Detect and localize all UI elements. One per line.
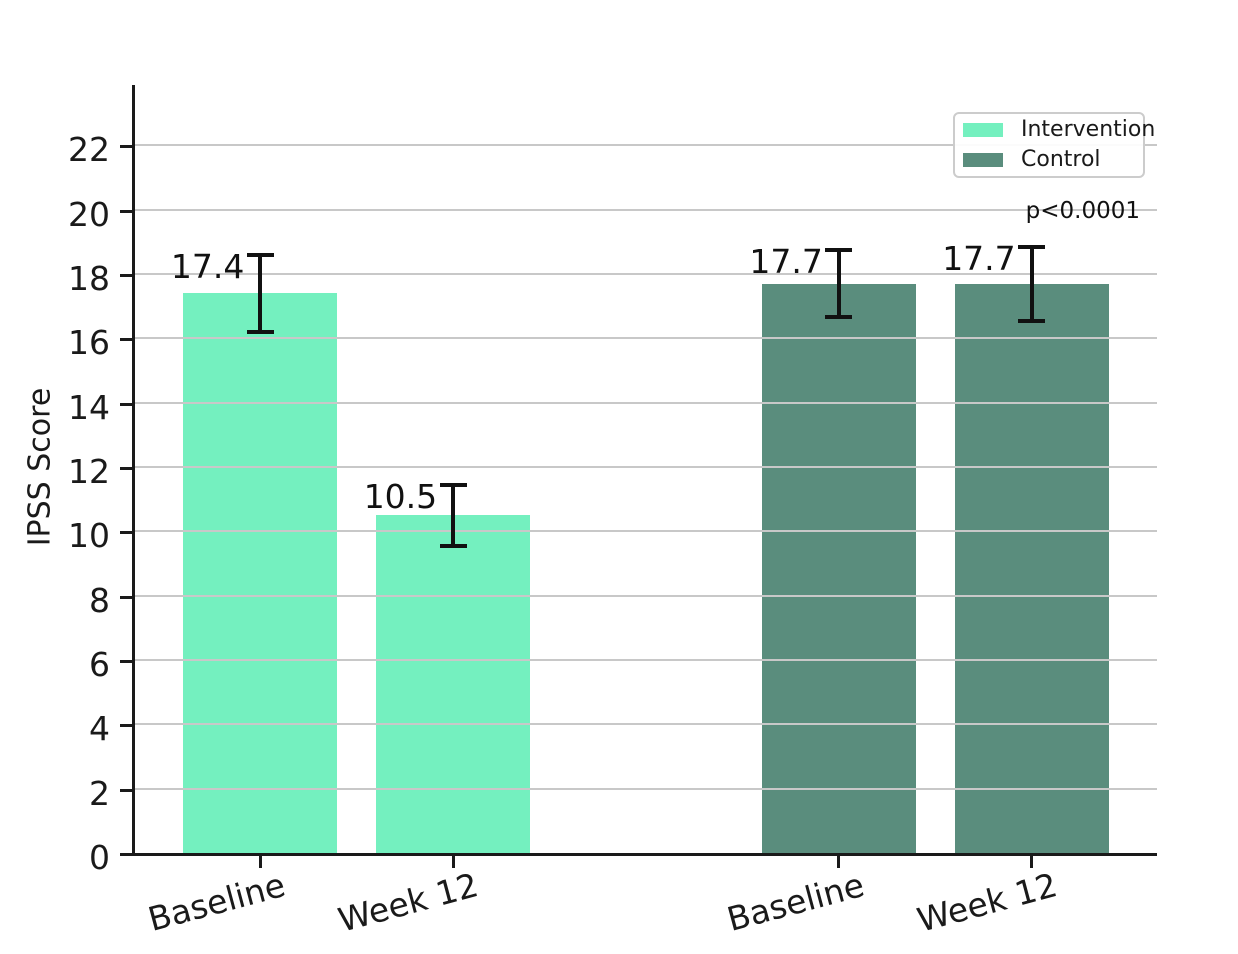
bar-control-baseline bbox=[761, 283, 916, 853]
error-bar-cap-bottom-0 bbox=[246, 329, 274, 334]
y-tick-mark-14 bbox=[120, 402, 132, 406]
bar-value-label-3: 17.7 bbox=[942, 238, 1016, 278]
y-tick-mark-16 bbox=[120, 338, 132, 342]
p-value-annotation: p<0.0001 bbox=[1025, 198, 1140, 224]
y-tick-label-0: 0 bbox=[89, 838, 110, 877]
y-tick-label-20: 20 bbox=[68, 194, 110, 234]
error-bar-cap-bottom-3 bbox=[1018, 318, 1046, 323]
y-tick-label-16: 16 bbox=[68, 323, 110, 363]
gridline-y-12 bbox=[135, 465, 1157, 468]
y-axis-spine bbox=[132, 85, 135, 856]
bar-value-label-0: 17.4 bbox=[170, 246, 245, 286]
gridline-y-4 bbox=[135, 723, 1157, 726]
bar-intervention-week-12 bbox=[376, 515, 531, 853]
y-tick-mark-2 bbox=[120, 788, 132, 792]
x-tick-label-0: Baseline bbox=[144, 865, 290, 939]
y-tick-label-10: 10 bbox=[68, 516, 110, 556]
y-tick-mark-8 bbox=[120, 595, 132, 599]
y-axis-label: IPSS Score bbox=[22, 387, 58, 547]
error-bar-line-1 bbox=[451, 484, 456, 546]
x-tick-label-3: Week 12 bbox=[912, 865, 1061, 940]
y-tick-mark-0 bbox=[120, 853, 132, 856]
gridline-y-20 bbox=[135, 208, 1157, 211]
error-bar-line-0 bbox=[258, 254, 263, 332]
error-bar-cap-bottom-1 bbox=[439, 543, 467, 548]
x-tick-mark-2 bbox=[837, 856, 841, 868]
legend-label-control: Control bbox=[1021, 147, 1101, 172]
error-bar-cap-top-2 bbox=[825, 247, 853, 252]
legend-swatch-control bbox=[963, 153, 1003, 168]
bar-control-week-12 bbox=[954, 283, 1109, 853]
error-bar-line-2 bbox=[836, 249, 841, 318]
gridline-y-8 bbox=[135, 594, 1157, 597]
x-tick-mark-1 bbox=[451, 856, 455, 868]
y-tick-mark-18 bbox=[120, 273, 132, 277]
gridline-y-16 bbox=[135, 337, 1157, 340]
y-tick-label-22: 22 bbox=[68, 130, 110, 170]
legend-row-intervention: Intervention bbox=[963, 117, 1155, 143]
error-bar-cap-top-0 bbox=[246, 252, 274, 257]
error-bar-line-3 bbox=[1029, 246, 1034, 321]
x-tick-mark-0 bbox=[258, 856, 262, 868]
error-bar-cap-top-3 bbox=[1018, 244, 1046, 249]
y-tick-mark-4 bbox=[120, 724, 132, 728]
gridline-y-14 bbox=[135, 401, 1157, 404]
x-tick-mark-3 bbox=[1030, 856, 1034, 868]
error-bar-cap-bottom-2 bbox=[825, 315, 853, 320]
gridline-y-6 bbox=[135, 658, 1157, 661]
y-tick-mark-22 bbox=[120, 145, 132, 149]
y-tick-mark-6 bbox=[120, 659, 132, 663]
gridline-y-2 bbox=[135, 787, 1157, 790]
bar-value-label-2: 17.7 bbox=[749, 241, 823, 281]
x-tick-label-2: Baseline bbox=[722, 865, 869, 939]
legend-label-intervention: Intervention bbox=[1021, 116, 1156, 142]
y-tick-label-8: 8 bbox=[89, 580, 110, 620]
x-tick-label-1: Week 12 bbox=[334, 865, 483, 940]
gridline-y-10 bbox=[135, 530, 1157, 533]
legend-swatch-intervention bbox=[963, 122, 1003, 137]
legend: Intervention Control bbox=[953, 112, 1155, 178]
bar-value-label-1: 10.5 bbox=[363, 476, 438, 516]
y-tick-label-14: 14 bbox=[68, 387, 110, 427]
y-tick-label-12: 12 bbox=[68, 451, 110, 491]
error-bar-cap-top-1 bbox=[439, 482, 467, 487]
y-tick-label-4: 4 bbox=[89, 709, 110, 749]
gridline-y-22 bbox=[135, 144, 1157, 147]
y-tick-label-6: 6 bbox=[89, 644, 110, 684]
x-axis-spine bbox=[132, 853, 1157, 856]
y-tick-label-2: 2 bbox=[89, 773, 110, 813]
y-tick-label-18: 18 bbox=[68, 258, 110, 298]
legend-row-control: Control bbox=[963, 147, 1143, 173]
y-tick-mark-12 bbox=[120, 466, 132, 470]
bar-intervention-baseline bbox=[183, 293, 338, 853]
y-tick-mark-10 bbox=[120, 531, 132, 535]
gridline-y-18 bbox=[135, 272, 1157, 275]
y-tick-mark-20 bbox=[120, 209, 132, 213]
